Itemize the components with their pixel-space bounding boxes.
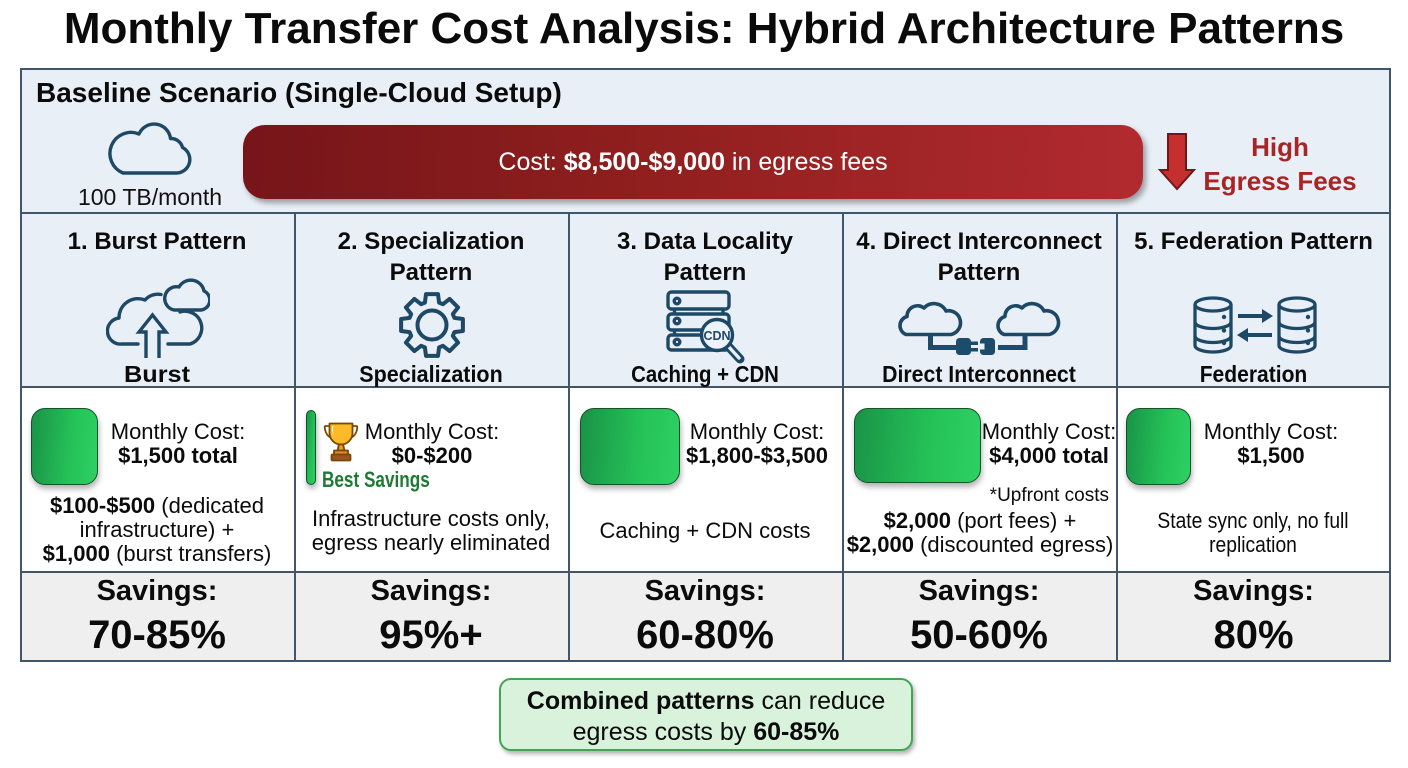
svg-text:CDN: CDN (703, 329, 730, 343)
